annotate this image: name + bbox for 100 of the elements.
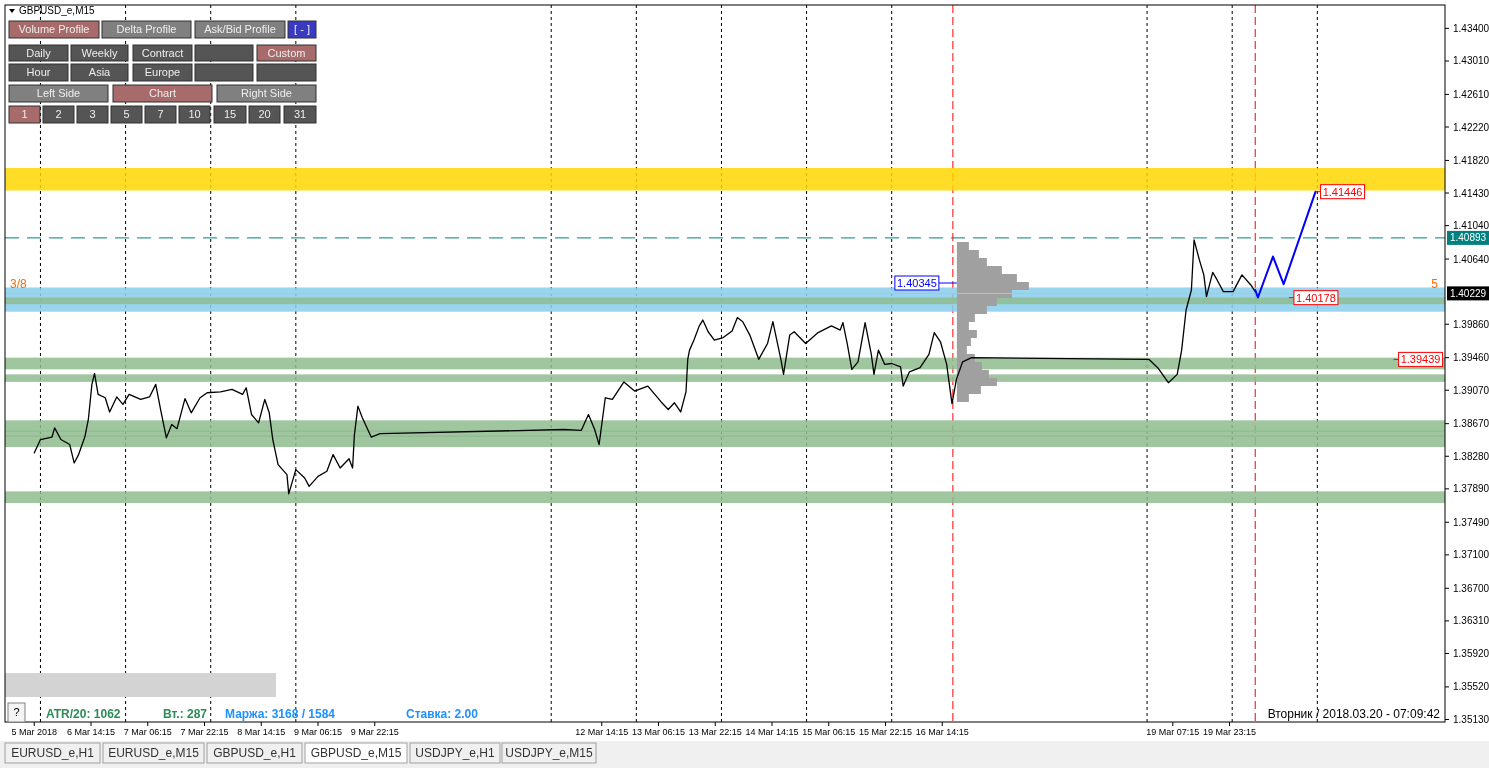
y-tick-label: 1.39460 bbox=[1453, 352, 1489, 364]
annotation: ATR/20: 1062 bbox=[46, 707, 121, 721]
toggle-button: 3 bbox=[76, 105, 109, 124]
annotation: Custom bbox=[267, 46, 306, 59]
y-tick-label: 1.37890 bbox=[1453, 483, 1489, 495]
annotation: 20 bbox=[258, 108, 271, 121]
annotation: Ask/Bid Profile bbox=[204, 23, 276, 36]
y-tick-label: 1.36310 bbox=[1453, 615, 1489, 627]
ref-line-label: 1.40893 bbox=[1449, 232, 1487, 244]
x-tick-label: 8 Mar 14:15 bbox=[237, 727, 286, 737]
annotation: 15 bbox=[223, 108, 237, 121]
x-tick-label: 9 Mar 06:15 bbox=[293, 727, 343, 737]
toggle-button: 2 bbox=[42, 105, 75, 124]
y-tick-label: 1.38280 bbox=[1453, 450, 1489, 462]
toggle-button: 7 bbox=[144, 105, 177, 124]
annotation: 3/8 bbox=[10, 277, 28, 291]
annotation: ? bbox=[13, 706, 20, 719]
y-tick-label: 1.35130 bbox=[1453, 713, 1489, 725]
help-button: ? bbox=[7, 702, 26, 723]
annotation: 5 bbox=[1431, 277, 1439, 291]
toggle-button: 1 bbox=[8, 105, 41, 124]
annotation: Weekly bbox=[81, 46, 118, 59]
x-tick-label: 6 Mar 14:15 bbox=[66, 727, 116, 737]
annotation: Left Side bbox=[36, 87, 81, 100]
annotation: 3 bbox=[89, 108, 96, 121]
toggle-button: 15 bbox=[213, 105, 247, 124]
annotation: [ - ] bbox=[294, 23, 310, 36]
x-tick-label: 13 Mar 22:15 bbox=[688, 727, 742, 737]
annotation: Вт.: 287 bbox=[163, 707, 208, 721]
x-tick-label: 7 Mar 22:15 bbox=[180, 727, 229, 737]
annotation: Chart bbox=[149, 87, 176, 100]
x-tick-label: 16 Mar 14:15 bbox=[915, 727, 969, 737]
x-tick-label: 9 Mar 22:15 bbox=[350, 727, 399, 737]
y-tick-label: 1.42610 bbox=[1453, 88, 1489, 100]
y-tick-label: 1.42220 bbox=[1453, 121, 1489, 133]
y-tick-label: 1.37100 bbox=[1453, 549, 1489, 561]
chart-title: GBPUSD_e,M15 bbox=[19, 5, 96, 16]
annotation: 2 bbox=[55, 108, 62, 121]
y-tick-label: 1.35920 bbox=[1453, 647, 1489, 659]
toggle-button: 10 bbox=[178, 105, 211, 124]
tab: EURUSD_e,H1 bbox=[4, 742, 101, 764]
annotation: 1 bbox=[21, 108, 28, 121]
y-tick-label: 1.36700 bbox=[1453, 582, 1489, 594]
y-tick-label: 1.39860 bbox=[1453, 318, 1489, 330]
annotation: Ставка: 2.00 bbox=[406, 707, 479, 721]
y-tick-label: 1.41820 bbox=[1453, 154, 1489, 166]
toggle-button: Chart bbox=[112, 84, 213, 103]
tab: GBPUSD_e,H1 bbox=[206, 742, 303, 764]
tab: USDJPY_e,M15 bbox=[501, 742, 597, 764]
annotation: Daily bbox=[26, 46, 52, 59]
toggle-button: Volume Profile bbox=[8, 20, 100, 39]
toggle-button: Asia bbox=[70, 63, 129, 82]
toggle-button: Europe bbox=[132, 63, 193, 82]
toggle-button: Daily bbox=[8, 44, 69, 62]
annotation: Right Side bbox=[241, 87, 292, 100]
y-tick-label: 1.38670 bbox=[1453, 418, 1489, 430]
annotation: Volume Profile bbox=[18, 23, 90, 36]
x-tick-label: 13 Mar 06:15 bbox=[631, 727, 686, 737]
x-tick-label: 12 Mar 14:15 bbox=[575, 727, 629, 737]
y-tick-label: 1.43010 bbox=[1453, 55, 1489, 67]
x-tick-label: 7 Mar 06:15 bbox=[123, 727, 172, 737]
toggle-button: Hour bbox=[8, 63, 69, 82]
y-tick-label: 1.43400 bbox=[1453, 22, 1489, 34]
x-tick-label: 14 Mar 14:15 bbox=[745, 727, 799, 737]
y-tick-label: 1.41040 bbox=[1453, 220, 1489, 232]
toggle-button: Custom bbox=[256, 44, 317, 62]
tab: GBPUSD_e,M15 bbox=[304, 742, 408, 764]
tab: USDJPY_e,H1 bbox=[409, 742, 501, 764]
annotation: 5 bbox=[123, 108, 130, 121]
toggle-button: Weekly bbox=[70, 44, 129, 62]
annotation: 7 bbox=[157, 108, 164, 121]
annotation: Europe bbox=[144, 66, 181, 79]
ref-line-label: 1.40229 bbox=[1449, 287, 1487, 299]
annotation: 1.39439 bbox=[1400, 353, 1441, 366]
x-tick-label: 5 Mar 2018 bbox=[11, 727, 58, 737]
toggle-button: 20 bbox=[248, 105, 281, 124]
annotation: Вторник / 2018.03.20 - 07:09:42 bbox=[1267, 707, 1441, 721]
toggle-button: Left Side bbox=[8, 84, 109, 103]
y-tick-label: 1.41430 bbox=[1453, 187, 1489, 199]
tab: EURUSD_e,M15 bbox=[102, 742, 205, 764]
annotation: 1.40178 bbox=[1296, 291, 1336, 304]
y-tick-label: 1.39070 bbox=[1453, 384, 1489, 396]
y-tick-label: 1.40640 bbox=[1453, 253, 1489, 265]
toggle-button: Contract bbox=[132, 44, 193, 62]
x-tick-label: 19 Mar 07:15 bbox=[1146, 727, 1200, 737]
toggle-button: [ - ] bbox=[287, 20, 317, 39]
toggle-button: 5 bbox=[110, 105, 143, 124]
y-tick-label: 1.35520 bbox=[1453, 681, 1489, 693]
annotation: 10 bbox=[188, 108, 201, 121]
annotation: 31 bbox=[293, 108, 307, 121]
annotation: Asia bbox=[88, 66, 112, 79]
toggle-button: Ask/Bid Profile bbox=[194, 20, 286, 39]
y-tick-label: 1.37490 bbox=[1453, 516, 1489, 528]
toggle-button: 31 bbox=[283, 105, 317, 124]
annotation: Маржа: 3168 / 1584 bbox=[225, 707, 336, 721]
x-tick-label: 15 Mar 22:15 bbox=[858, 727, 913, 737]
x-tick-label: 19 Mar 23:15 bbox=[1203, 727, 1257, 737]
x-tick-label: 15 Mar 06:15 bbox=[802, 727, 856, 737]
annotation: Delta Profile bbox=[116, 23, 177, 36]
annotation: Hour bbox=[26, 66, 51, 79]
